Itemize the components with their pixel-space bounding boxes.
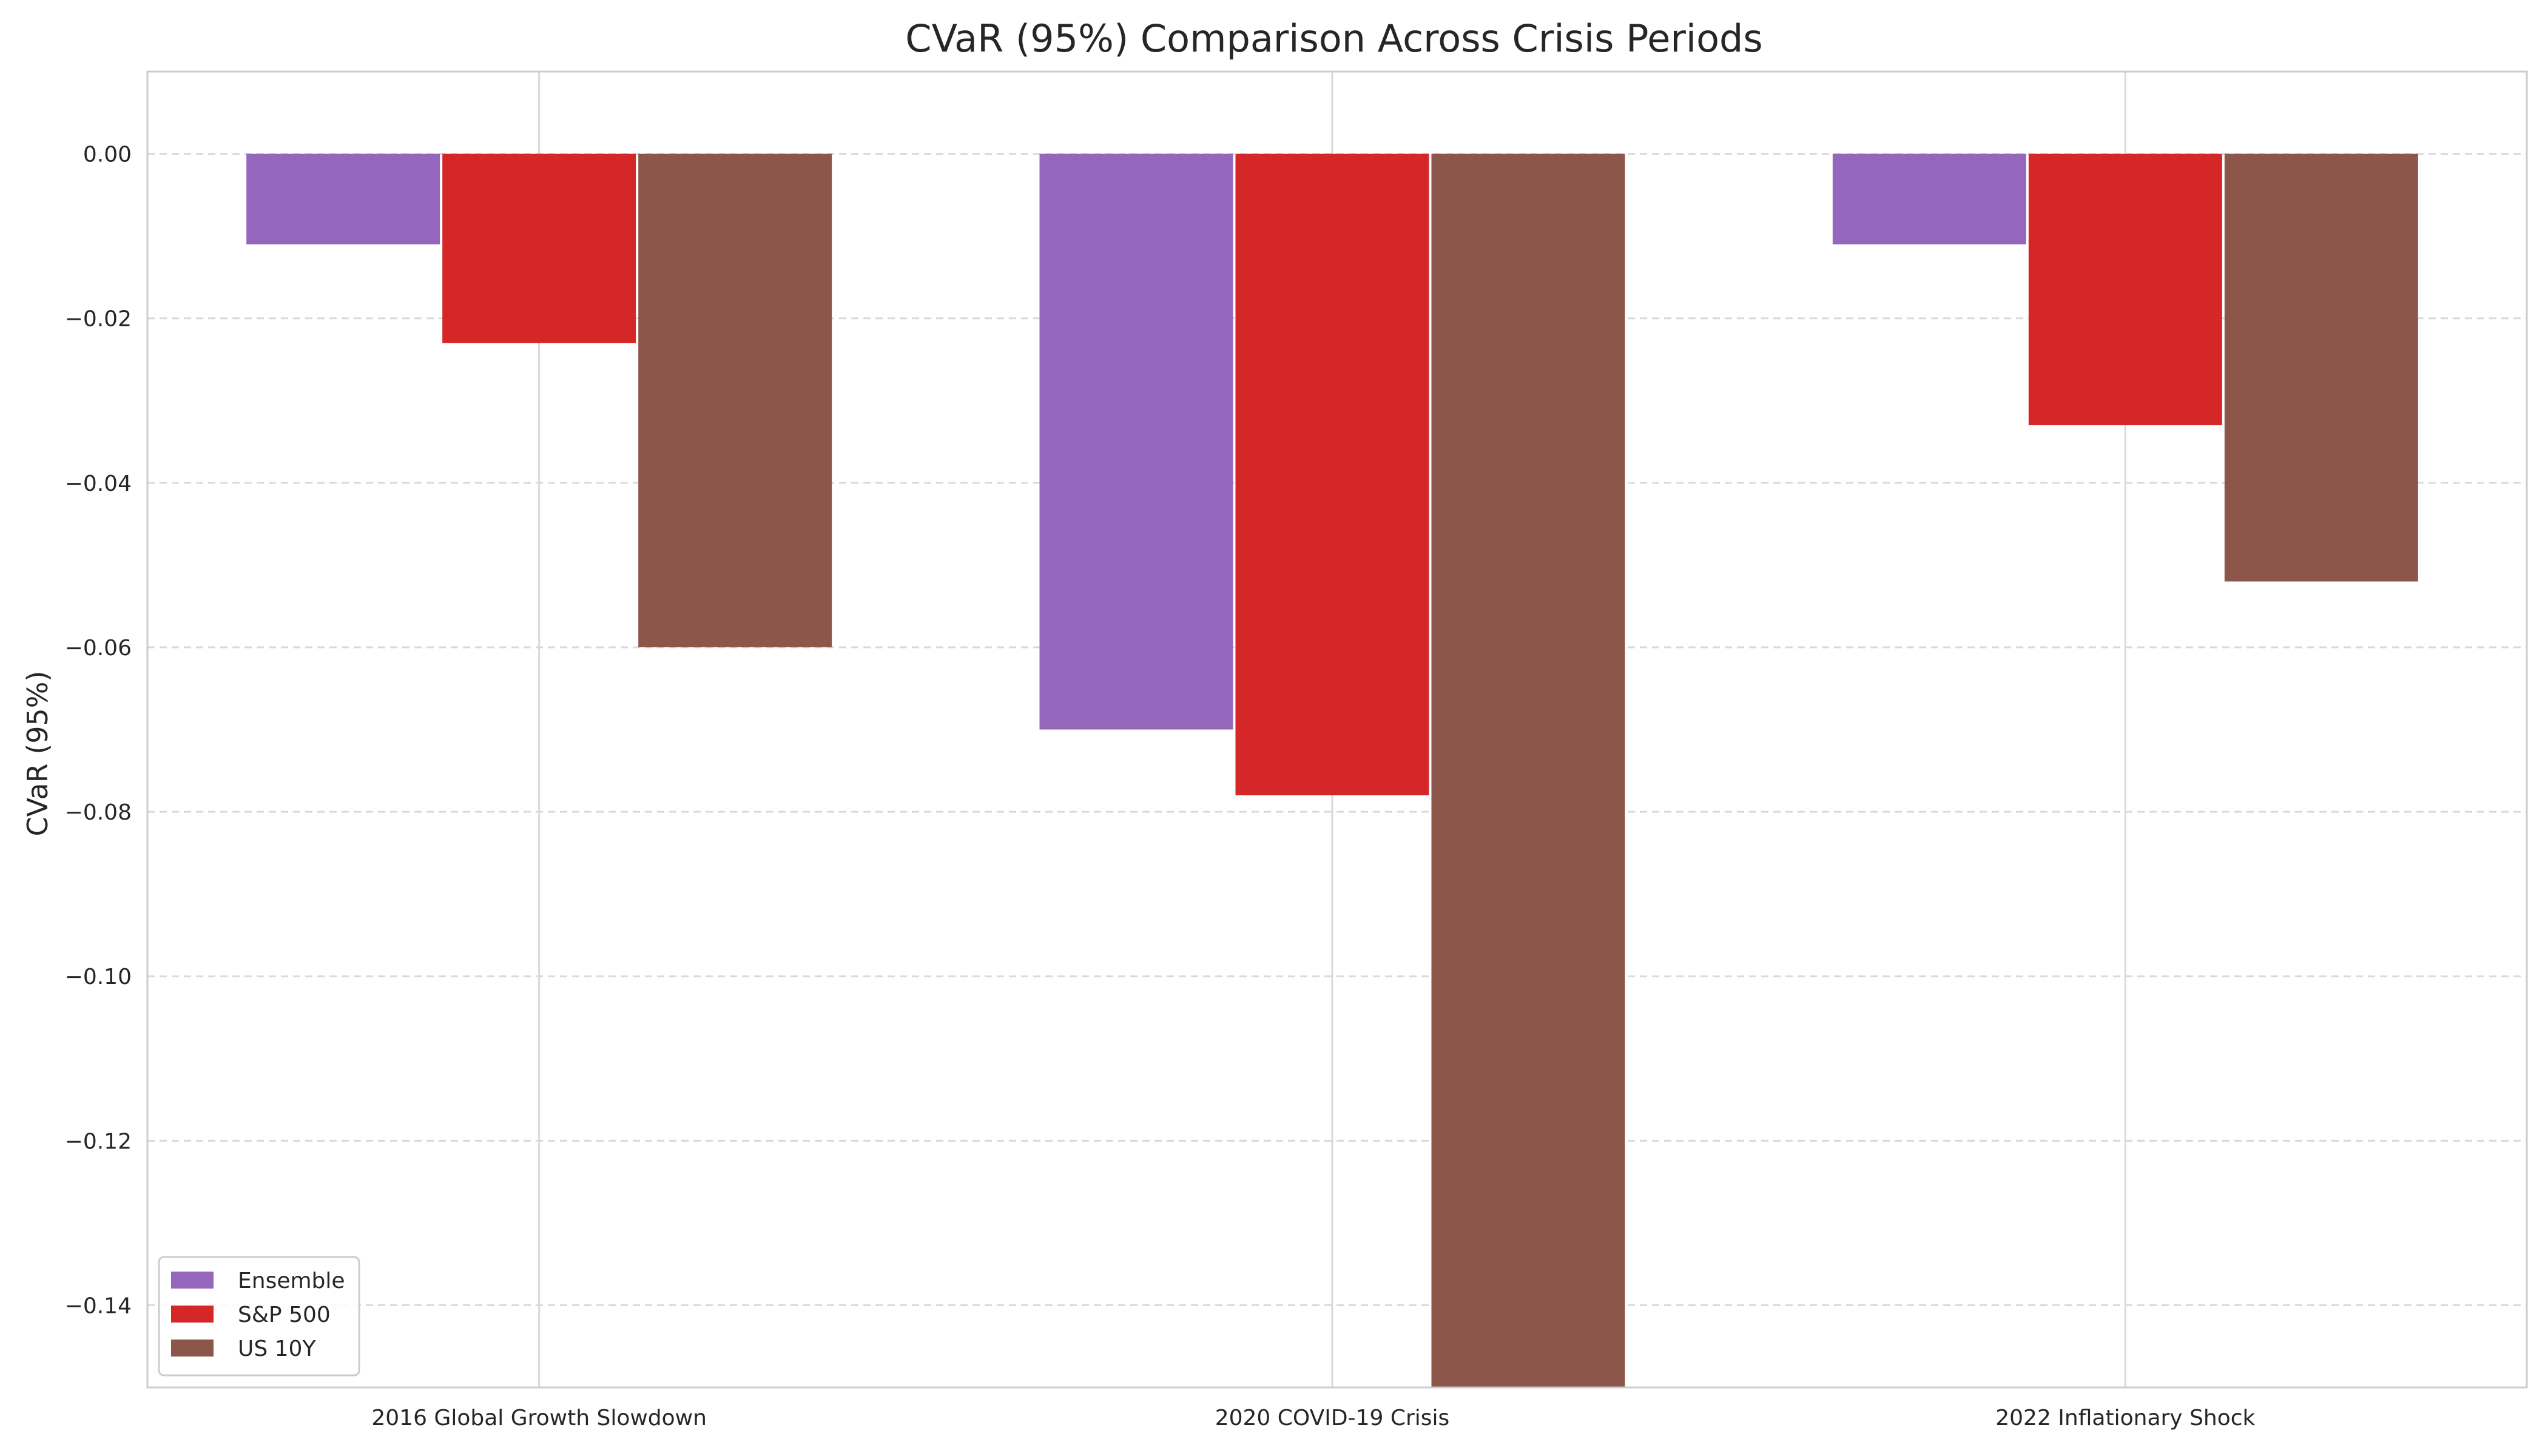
legend-label: S&P 500	[238, 1303, 331, 1327]
bar-us-10y-3	[2224, 153, 2418, 582]
y-tick-label: 0.00	[83, 143, 132, 167]
legend-label: Ensemble	[238, 1269, 345, 1293]
y-tick-label: −0.08	[65, 800, 132, 825]
x-tick-label: 2020 COVID-19 Crisis	[1215, 1406, 1450, 1431]
y-axis-label: CVaR (95%)	[21, 671, 54, 837]
y-tick-label: −0.10	[65, 965, 132, 989]
chart-title: CVaR (95%) Comparison Across Crisis Peri…	[905, 16, 1762, 61]
y-tick-label: −0.06	[65, 636, 132, 661]
bars	[246, 153, 2418, 1387]
bar-us-10y-2	[1431, 153, 1625, 1387]
legend: Ensemble S&P 500 US 10Y	[158, 1256, 360, 1377]
x-tick-label: 2016 Global Growth Slowdown	[371, 1406, 707, 1431]
y-tick-label: −0.02	[65, 307, 132, 332]
bar-s-p-500-3	[2028, 153, 2222, 425]
y-tick-label: −0.14	[65, 1293, 132, 1318]
bar-s-p-500-2	[1235, 153, 1429, 795]
legend-swatch	[171, 1306, 214, 1323]
bar-us-10y-1	[638, 153, 832, 647]
legend-swatch	[171, 1272, 214, 1289]
plot-frame	[146, 70, 2528, 1389]
bar-ensemble-3	[1832, 153, 2026, 244]
x-axis-ticks: 2016 Global Growth Slowdown 2020 COVID-19…	[371, 1406, 2255, 1431]
y-tick-label: −0.04	[65, 471, 132, 496]
y-tick-label: −0.12	[65, 1129, 132, 1154]
legend-label: US 10Y	[238, 1336, 316, 1361]
legend-swatch	[171, 1340, 214, 1357]
bar-ensemble-1	[246, 153, 440, 244]
bar-s-p-500-1	[442, 153, 636, 343]
bar-ensemble-2	[1039, 153, 1233, 730]
x-tick-label: 2022 Inflationary Shock	[1995, 1406, 2255, 1431]
y-axis-ticks: 0.00 −0.02 −0.04 −0.06 −0.08 −0.10 −0.12 −0.14	[65, 143, 132, 1319]
